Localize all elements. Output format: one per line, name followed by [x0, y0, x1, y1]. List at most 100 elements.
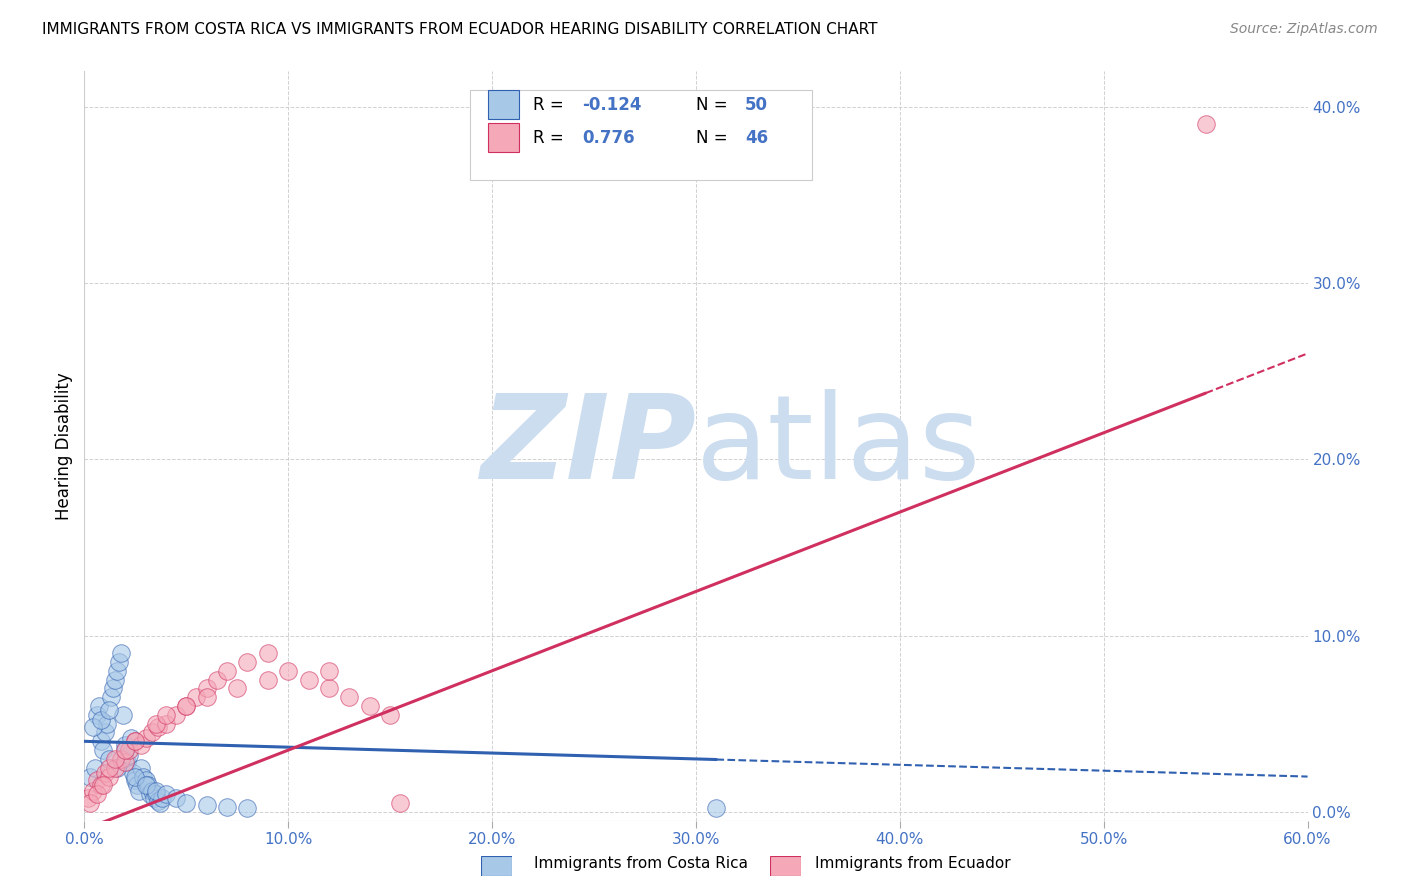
- Text: IMMIGRANTS FROM COSTA RICA VS IMMIGRANTS FROM ECUADOR HEARING DISABILITY CORRELA: IMMIGRANTS FROM COSTA RICA VS IMMIGRANTS…: [42, 22, 877, 37]
- Point: [127, 778, 149, 792]
- Point: [115, 756, 138, 770]
- Point: [128, 783, 150, 797]
- Point: [114, 743, 136, 757]
- Point: [118, 748, 141, 763]
- Point: [146, 720, 169, 734]
- Point: [97, 770, 120, 784]
- Point: [174, 796, 197, 810]
- Point: [114, 756, 136, 770]
- Point: [124, 773, 146, 788]
- Point: [91, 743, 114, 757]
- Point: [706, 801, 728, 815]
- Point: [155, 707, 177, 722]
- Point: [155, 787, 177, 801]
- Point: [104, 673, 127, 687]
- Point: [318, 664, 340, 678]
- Point: [93, 766, 115, 780]
- FancyBboxPatch shape: [470, 90, 813, 180]
- Point: [131, 761, 153, 775]
- Point: [257, 646, 280, 660]
- Point: [105, 761, 128, 775]
- Point: [298, 673, 321, 687]
- Point: [90, 778, 112, 792]
- Point: [90, 734, 112, 748]
- Point: [93, 725, 115, 739]
- Point: [389, 796, 412, 810]
- Point: [79, 770, 101, 784]
- Text: 50: 50: [745, 96, 768, 114]
- Point: [1195, 117, 1218, 131]
- Point: [195, 681, 218, 696]
- Point: [104, 752, 127, 766]
- Point: [124, 770, 146, 784]
- Point: [91, 778, 114, 792]
- Point: [122, 766, 145, 780]
- Point: [77, 790, 100, 805]
- Point: [141, 725, 163, 739]
- Point: [83, 761, 105, 775]
- Point: [195, 690, 218, 705]
- Text: 46: 46: [745, 129, 768, 147]
- Point: [108, 655, 131, 669]
- Point: [155, 716, 177, 731]
- Text: Source: ZipAtlas.com: Source: ZipAtlas.com: [1230, 22, 1378, 37]
- Point: [174, 699, 197, 714]
- Point: [97, 702, 120, 716]
- Text: ZIP: ZIP: [479, 389, 696, 503]
- Text: N =: N =: [696, 129, 733, 147]
- Point: [359, 699, 381, 714]
- Point: [124, 734, 146, 748]
- Point: [112, 707, 135, 722]
- Point: [105, 664, 128, 678]
- Point: [142, 790, 165, 805]
- Point: [86, 773, 108, 788]
- Point: [114, 738, 136, 752]
- Point: [165, 790, 187, 805]
- Point: [145, 783, 167, 797]
- Point: [82, 783, 104, 797]
- Point: [100, 690, 122, 705]
- Text: Immigrants from Costa Rica: Immigrants from Costa Rica: [534, 856, 748, 871]
- Point: [79, 796, 101, 810]
- Text: R =: R =: [533, 129, 569, 147]
- Point: [195, 797, 218, 812]
- Point: [118, 743, 141, 757]
- Point: [138, 787, 160, 801]
- Point: [124, 734, 146, 748]
- Point: [277, 664, 299, 678]
- FancyBboxPatch shape: [488, 90, 519, 119]
- Point: [236, 801, 259, 815]
- Point: [136, 778, 159, 792]
- Point: [186, 690, 208, 705]
- Y-axis label: Hearing Disability: Hearing Disability: [55, 372, 73, 520]
- Point: [97, 761, 120, 775]
- Point: [101, 681, 124, 696]
- Point: [96, 716, 118, 731]
- Point: [110, 752, 132, 766]
- Point: [82, 720, 104, 734]
- Point: [145, 716, 167, 731]
- Point: [86, 787, 108, 801]
- Point: [135, 773, 157, 788]
- Point: [257, 673, 280, 687]
- Point: [135, 778, 157, 792]
- Text: atlas: atlas: [696, 389, 981, 503]
- Point: [318, 681, 340, 696]
- Point: [120, 731, 142, 745]
- Text: R =: R =: [533, 96, 569, 114]
- Point: [205, 673, 228, 687]
- Point: [132, 770, 155, 784]
- Point: [97, 752, 120, 766]
- Point: [90, 713, 112, 727]
- Point: [104, 761, 127, 775]
- Point: [145, 787, 167, 801]
- Text: Immigrants from Ecuador: Immigrants from Ecuador: [815, 856, 1011, 871]
- Text: N =: N =: [696, 96, 733, 114]
- Point: [135, 731, 157, 745]
- Point: [217, 664, 239, 678]
- Text: 0.776: 0.776: [582, 129, 636, 147]
- Point: [141, 783, 163, 797]
- Point: [110, 646, 132, 660]
- Point: [149, 796, 172, 810]
- Point: [165, 707, 187, 722]
